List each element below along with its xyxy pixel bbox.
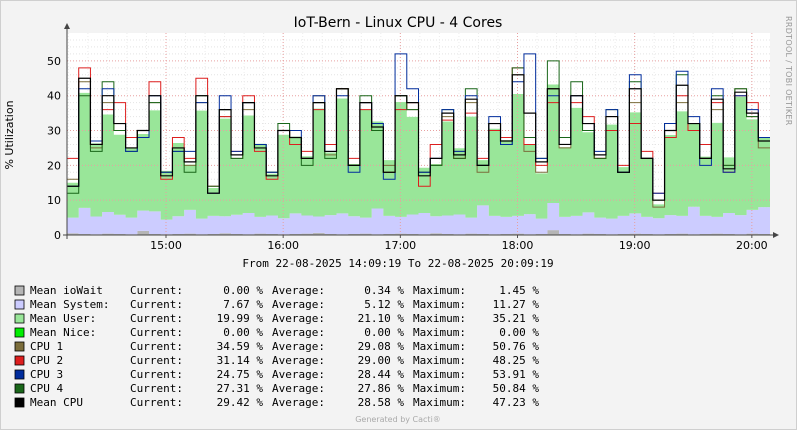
legend-maximum-value: 35.21 % <box>493 312 540 325</box>
legend-maximum-label: Maximum: <box>413 284 466 297</box>
legend-current-label: Current: <box>130 354 183 367</box>
legend-average-label: Average: <box>272 368 325 381</box>
legend-label: Mean CPU <box>30 396 83 409</box>
legend-current-value: 19.99 % <box>217 312 264 325</box>
legend-label: CPU 1 <box>30 340 63 353</box>
chart-subtitle: From 22-08-2025 14:09:19 To 22-08-2025 2… <box>242 257 553 270</box>
legend-swatch <box>14 369 25 380</box>
legend-average-label: Average: <box>272 298 325 311</box>
legend-average-label: Average: <box>272 284 325 297</box>
rrdtool-watermark: RRDTOOL / TOBI OETIKER <box>784 16 793 126</box>
legend-average-value: 27.86 % <box>358 382 405 395</box>
legend-average-label: Average: <box>272 340 325 353</box>
legend-current-value: 34.59 % <box>217 340 264 353</box>
y-tick-label: 30 <box>47 125 61 138</box>
legend-maximum-label: Maximum: <box>413 326 466 339</box>
legend-average-label: Average: <box>272 396 325 409</box>
legend-average-label: Average: <box>272 354 325 367</box>
x-tick-label: 19:00 <box>619 239 651 252</box>
legend-maximum-value: 0.00 % <box>499 326 539 339</box>
y-tick-label: 20 <box>47 159 61 172</box>
legend-maximum-label: Maximum: <box>413 354 466 367</box>
legend-maximum-label: Maximum: <box>413 396 466 409</box>
legend-maximum-value: 47.23 % <box>493 396 540 409</box>
y-tick-label: 0 <box>54 229 61 242</box>
series-line-mean-cpu <box>67 74 770 201</box>
legend-average-value: 5.12 % <box>364 298 404 311</box>
legend-maximum-value: 1.45 % <box>499 284 539 297</box>
y-axis-label: % Utilization <box>3 100 16 169</box>
y-tick-label: 40 <box>47 90 61 103</box>
x-tick-label: 18:00 <box>502 239 534 252</box>
legend-maximum-label: Maximum: <box>413 312 466 325</box>
legend-average-value: 28.58 % <box>358 396 405 409</box>
legend-current-label: Current: <box>130 298 183 311</box>
legend-current-label: Current: <box>130 368 183 381</box>
legend-label: Mean System: <box>30 298 109 311</box>
legend-average-value: 29.00 % <box>358 354 405 367</box>
legend-maximum-value: 11.27 % <box>493 298 540 311</box>
legend-current-value: 24.75 % <box>217 368 264 381</box>
legend-label: Mean Nice: <box>30 326 96 339</box>
legend-current-label: Current: <box>130 284 183 297</box>
x-tick-label: 16:00 <box>267 239 299 252</box>
legend-current-value: 27.31 % <box>217 382 264 395</box>
legend-maximum-label: Maximum: <box>413 298 466 311</box>
legend-swatch <box>14 383 25 394</box>
legend-maximum-value: 50.84 % <box>493 382 540 395</box>
legend-current-value: 29.42 % <box>217 396 264 409</box>
x-tick-label: 15:00 <box>150 239 182 252</box>
legend-label: Mean ioWait <box>30 284 103 297</box>
legend-average-value: 0.00 % <box>364 326 404 339</box>
legend-current-label: Current: <box>130 312 183 325</box>
legend-swatch <box>14 285 25 296</box>
legend-current-label: Current: <box>130 396 183 409</box>
legend-swatch <box>14 341 25 352</box>
legend-swatch <box>14 299 25 310</box>
legend-maximum-label: Maximum: <box>413 368 466 381</box>
legend-average-label: Average: <box>272 312 325 325</box>
x-tick-label: 17:00 <box>384 239 416 252</box>
legend-average-value: 28.44 % <box>358 368 405 381</box>
legend-maximum-value: 53.91 % <box>493 368 540 381</box>
legend-label: CPU 3 <box>30 368 63 381</box>
legend-maximum-value: 48.25 % <box>493 354 540 367</box>
footer-credit: Generated by Cacti® <box>355 415 441 424</box>
legend-current-value: 31.14 % <box>217 354 264 367</box>
x-tick-label: 20:00 <box>736 239 768 252</box>
legend-swatch <box>14 313 25 324</box>
legend-average-value: 29.08 % <box>358 340 405 353</box>
legend-swatch <box>14 355 25 366</box>
legend: Mean ioWait Current: 0.00 % Average: 0.34 % M… <box>14 284 540 409</box>
legend-average-value: 0.34 % <box>364 284 404 297</box>
legend-maximum-label: Maximum: <box>413 382 466 395</box>
legend-current-value: 0.00 % <box>223 284 263 297</box>
y-tick-label: 10 <box>47 194 61 207</box>
legend-maximum-label: Maximum: <box>413 340 466 353</box>
y-axis-arrow <box>64 23 70 29</box>
legend-current-label: Current: <box>130 382 183 395</box>
legend-swatch <box>14 397 25 408</box>
legend-average-label: Average: <box>272 382 325 395</box>
legend-label: CPU 4 <box>30 382 63 395</box>
legend-current-value: 7.67 % <box>223 298 263 311</box>
legend-label: CPU 2 <box>30 354 63 367</box>
legend-average-label: Average: <box>272 326 325 339</box>
legend-label: Mean User: <box>30 312 96 325</box>
plot-area: 0 10 20 30 40 50 15:00 16:00 17:00 18:00 19:00 20:0… <box>47 23 779 252</box>
legend-average-value: 21.10 % <box>358 312 405 325</box>
area-mean-system <box>67 202 770 235</box>
x-axis-arrow <box>773 232 779 238</box>
chart-title: IoT-Bern - Linux CPU - 4 Cores <box>294 15 503 31</box>
legend-swatch <box>14 327 25 338</box>
y-tick-label: 50 <box>47 55 61 68</box>
legend-maximum-value: 50.76 % <box>493 340 540 353</box>
legend-current-value: 0.00 % <box>223 326 263 339</box>
legend-current-label: Current: <box>130 340 183 353</box>
legend-current-label: Current: <box>130 326 183 339</box>
